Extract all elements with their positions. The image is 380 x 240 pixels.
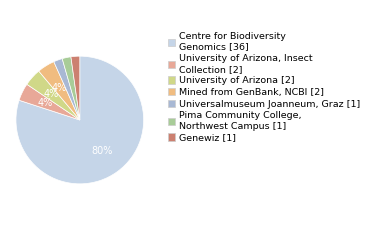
Wedge shape: [19, 84, 80, 120]
Wedge shape: [62, 57, 80, 120]
Wedge shape: [27, 71, 80, 120]
Wedge shape: [39, 62, 80, 120]
Text: 4%: 4%: [52, 83, 67, 92]
Text: 4%: 4%: [38, 98, 53, 108]
Text: 4%: 4%: [44, 89, 59, 99]
Text: 80%: 80%: [92, 146, 113, 156]
Legend: Centre for Biodiversity
Genomics [36], University of Arizona, Insect
Collection : Centre for Biodiversity Genomics [36], U…: [168, 32, 360, 142]
Wedge shape: [16, 56, 144, 184]
Wedge shape: [54, 59, 80, 120]
Wedge shape: [71, 56, 80, 120]
